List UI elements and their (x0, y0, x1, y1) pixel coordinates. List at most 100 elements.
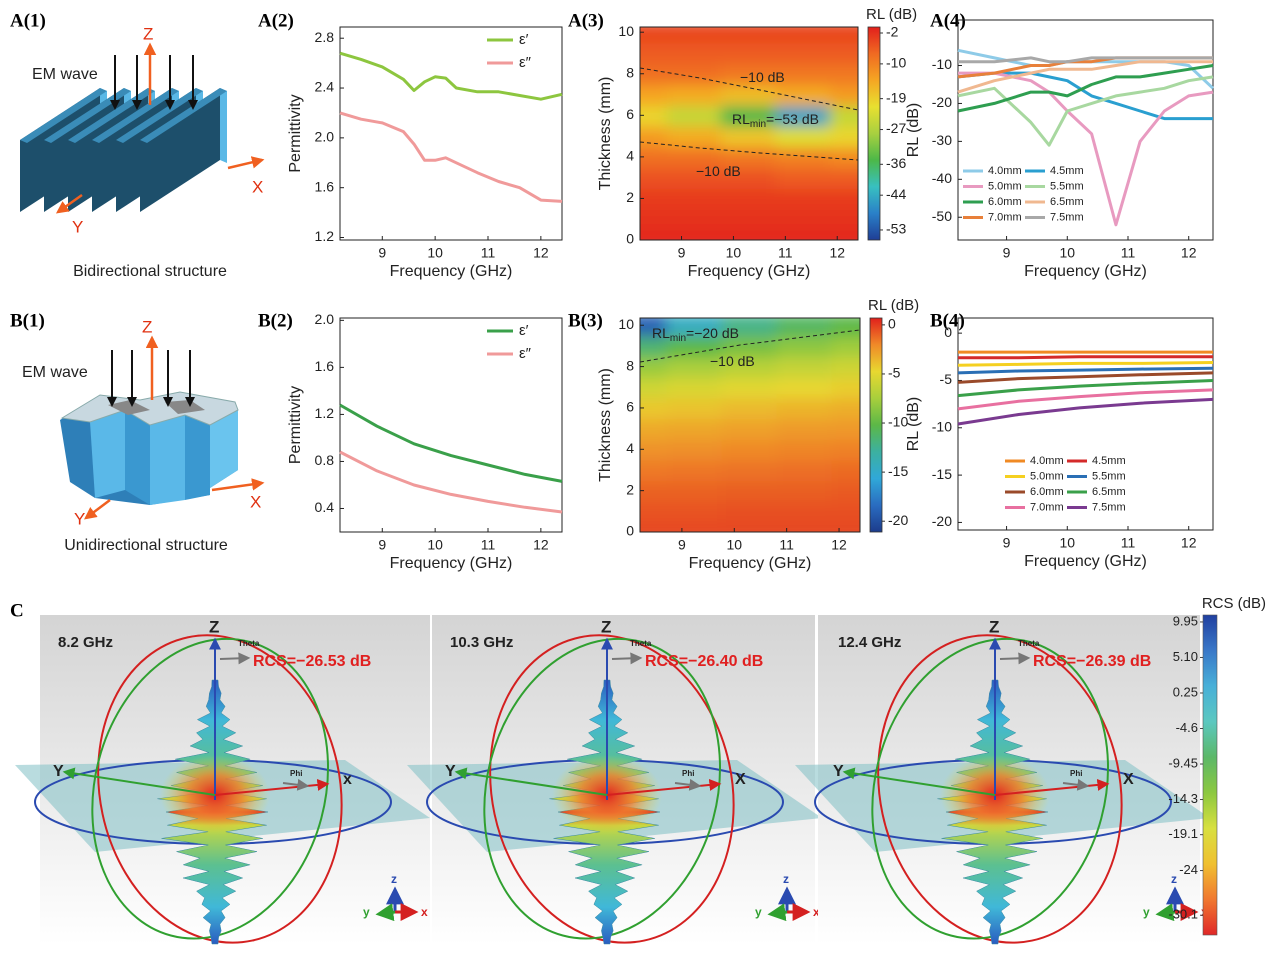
heatmap-cell (721, 334, 779, 358)
annotation: RLmin=−53 dB (732, 111, 819, 130)
annotation: −10 dB (740, 69, 785, 85)
rcs-colorbar-tick-label: -4.6 (1176, 720, 1198, 735)
legend-label: 7.0mm (988, 211, 1022, 223)
heatmap-cell (666, 375, 724, 399)
legend-label: 4.5mm (1092, 455, 1126, 467)
sheet-top (140, 88, 227, 143)
heatmap-cell (721, 437, 779, 461)
annotation: −10 dB (710, 353, 755, 369)
theta-circle (871, 637, 1110, 940)
heatmap-cell (666, 479, 724, 502)
annotation-part: RL (652, 325, 670, 341)
panel-label: A(3) (568, 10, 604, 31)
series-line (957, 379, 1214, 398)
plot-frame (639, 26, 859, 241)
heatmap-cell (831, 334, 860, 358)
y-tick-label: 1.6 (315, 178, 335, 194)
sheet-top (92, 88, 179, 143)
annotation-part: −10 dB (696, 163, 741, 179)
x-tick-label: 11 (1121, 245, 1136, 261)
y-tick-label: -40 (932, 170, 952, 186)
colorbar-tick-label: -5 (888, 365, 901, 381)
rcs-colorbar-tick-label: -30.1 (1168, 907, 1198, 922)
heatmap-cell (640, 166, 669, 190)
y-tick-label: 4 (626, 440, 634, 456)
heatmap-cell (831, 437, 860, 461)
heatmap-cell (776, 396, 834, 420)
heatmap-cell (720, 103, 778, 127)
panel-label: A(4) (930, 10, 966, 31)
heatmap-cell (721, 396, 779, 420)
y-axis-title: Thickness (mm) (597, 368, 614, 482)
annotation: RLmin=−20 dB (652, 325, 739, 344)
colorbar-tick-label: -2 (886, 24, 899, 40)
rcs-value: RCS=−26.39 dB (1033, 653, 1151, 670)
heatmap-cell (640, 396, 669, 420)
legend-label: ε′ (519, 31, 529, 48)
heatmap-cell (829, 187, 858, 210)
panel-label: A(2) (258, 10, 294, 31)
theta-circle (91, 637, 330, 940)
heatmap-cell (775, 228, 832, 240)
heatmap-cell (666, 396, 724, 420)
heatmap-cell (775, 103, 832, 127)
y-axis-label: Y (74, 509, 85, 528)
colorbar-tick-label: -19 (886, 89, 906, 105)
heatmap-cell (666, 228, 723, 240)
y-tick-label: 2.0 (315, 311, 335, 327)
mini-z-label: z (391, 872, 397, 886)
heatmap-cell (640, 27, 669, 44)
heatmap-cell (831, 458, 860, 482)
mini-z-label: z (1171, 872, 1177, 886)
mini-x-label: x (813, 905, 820, 919)
heatmap-cell (776, 520, 834, 532)
heatmap-cell (666, 27, 723, 44)
z-axis-label: Z (143, 24, 153, 43)
heatmap-cell (829, 207, 858, 231)
mini-x-label: x (421, 905, 428, 919)
annotation-part: min (670, 333, 686, 344)
colorbar-tick-label: 0 (888, 316, 896, 332)
sheet-edge (220, 88, 227, 163)
heatmap-cell (640, 520, 669, 532)
x-tick-label: 11 (481, 245, 496, 261)
heatmap-cell (666, 334, 724, 358)
y-axis-title: RL (dB) (905, 103, 922, 158)
legend-label: ε″ (519, 54, 532, 71)
heatmap-cell (721, 355, 779, 378)
x-tick-label: 11 (779, 537, 794, 553)
sheet-top (20, 88, 107, 143)
z-label: Z (601, 617, 611, 636)
y-axis-title: Thickness (mm) (597, 77, 614, 191)
y-axis (454, 767, 608, 796)
x-tick-label: 12 (831, 537, 847, 553)
heatmap-cell (640, 479, 669, 502)
heatmap-cell (666, 437, 724, 461)
legend-label: 7.5mm (1050, 211, 1084, 223)
x-tick-label: 10 (726, 537, 742, 553)
heatmap-cell (776, 334, 834, 358)
heatmap-cell (776, 499, 834, 523)
heatmap-cell (720, 41, 778, 65)
contour (639, 141, 859, 161)
legend-label: 7.5mm (1092, 501, 1126, 513)
y-axis-title: Permittivity (287, 94, 304, 172)
y-axis (842, 767, 996, 796)
heatmap-cell (720, 83, 778, 106)
legend-label: 6.0mm (988, 196, 1022, 208)
colorbar-tick-label: -20 (888, 512, 908, 528)
heatmap-cells (640, 27, 858, 240)
x-tick-label: 11 (481, 537, 496, 553)
frequency-label: 12.4 GHz (838, 634, 901, 651)
theta-arrow (999, 652, 1031, 665)
x-tick-label: 9 (678, 537, 686, 553)
rcs-colorbar-tick-label: -9.45 (1168, 755, 1198, 770)
mini-y-label: y (363, 905, 370, 919)
series-line (339, 450, 563, 514)
heatmap-cell (640, 437, 669, 461)
y-tick-label: 0 (944, 324, 952, 340)
heatmap-cell (720, 228, 778, 240)
heatmap-cell (831, 417, 860, 440)
theta-circle (483, 637, 722, 940)
heatmap-cell (720, 166, 778, 190)
